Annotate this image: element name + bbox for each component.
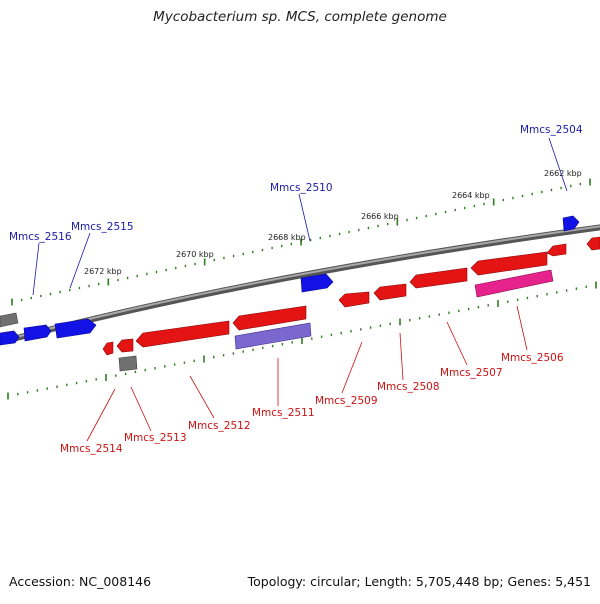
gene-mmcs-2504[interactable] [562, 215, 580, 232]
gene-mmcs-2513[interactable] [116, 338, 134, 353]
scale-label: 2666 kbp [361, 212, 399, 221]
accession-text: Accession: NC_008146 [9, 574, 152, 589]
gene-mmcs-2513-box[interactable] [118, 355, 138, 372]
gene-gray-edge[interactable] [0, 312, 19, 328]
gene-label-mmcs-2506[interactable]: Mmcs_2506 [501, 352, 564, 364]
scale-label: 2664 kbp [452, 191, 490, 200]
reverse-leaders [86, 305, 528, 442]
scale-label: 2662 kbp [544, 169, 582, 178]
gene-label-mmcs-2509[interactable]: Mmcs_2509 [315, 395, 378, 407]
gene-label-mmcs-2504[interactable]: Mmcs_2504 [520, 124, 583, 136]
gene-label-mmcs-2510[interactable]: Mmcs_2510 [270, 182, 333, 194]
scale-ticks-lower [7, 281, 597, 400]
scale-label: 2670 kbp [176, 250, 214, 259]
gene-mmcs-2516[interactable] [23, 324, 52, 342]
scale-label: 2672 kbp [84, 267, 122, 276]
gene-mmcs-2508[interactable] [409, 267, 468, 289]
scale-ticks-upper [11, 178, 591, 306]
forward-leaders [32, 137, 568, 296]
gene-mmcs-2507[interactable] [470, 251, 548, 276]
map-title: Mycobacterium sp. MCS, complete genome [153, 9, 447, 25]
gene-mmcs-2506-box[interactable] [474, 269, 554, 298]
gene-mmcs-2511-arrow[interactable] [232, 305, 307, 331]
genome-summary-text: Topology: circular; Length: 5,705,448 bp… [247, 574, 591, 589]
gene-mmcs-2512[interactable] [135, 320, 230, 348]
gene-label-mmcs-2511[interactable]: Mmcs_2511 [252, 407, 315, 419]
gene-mmcs-2514[interactable] [102, 341, 114, 356]
gene-label-mmcs-2515[interactable]: Mmcs_2515 [71, 221, 134, 233]
reverse-genes [102, 236, 600, 372]
gene-mmcs-2511[interactable] [234, 322, 312, 350]
gene-mmcs-2510[interactable] [300, 273, 334, 293]
gene-label-mmcs-2513[interactable]: Mmcs_2513 [124, 432, 187, 444]
gene-label-mmcs-2512[interactable]: Mmcs_2512 [188, 420, 251, 432]
gene-mmcs-2509[interactable] [373, 283, 407, 301]
forward-genes [0, 215, 580, 346]
scale-label: 2668 kbp [268, 233, 306, 242]
gene-label-mmcs-2514[interactable]: Mmcs_2514 [60, 443, 123, 455]
gene-mmcs-2515[interactable] [54, 318, 97, 339]
gene-reverse-edge[interactable] [586, 236, 600, 251]
gene-mmcs-2506[interactable] [546, 243, 567, 257]
gene-label-mmcs-2516[interactable]: Mmcs_2516 [9, 231, 72, 243]
gene-forward-edge[interactable] [0, 330, 20, 346]
gene-label-mmcs-2508[interactable]: Mmcs_2508 [377, 381, 440, 393]
gene-mmcs-2509b[interactable] [338, 291, 370, 308]
gene-label-mmcs-2507[interactable]: Mmcs_2507 [440, 367, 503, 379]
